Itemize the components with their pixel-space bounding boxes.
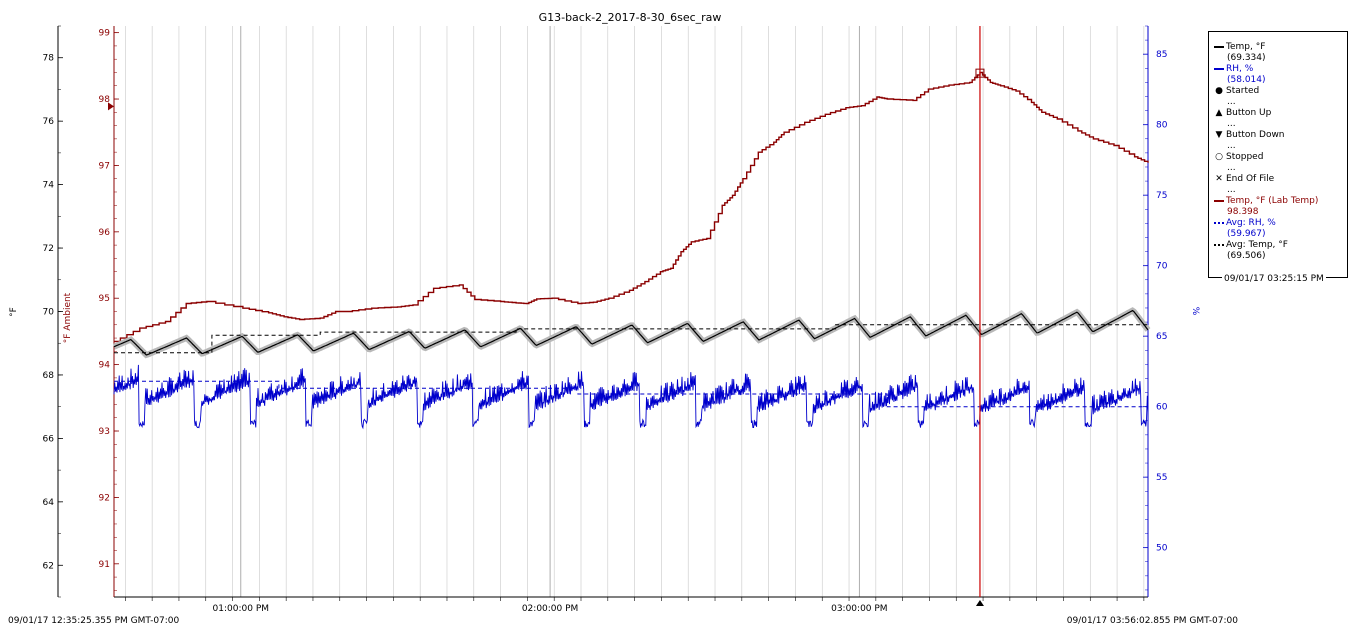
left-ambient-axis-label: °F Ambient [63, 292, 73, 343]
right-rh-tick-label: 65 [1156, 332, 1167, 342]
series [112, 26, 1151, 606]
series-temp [113, 309, 1149, 356]
legend-item-name: End Of File [1226, 174, 1275, 184]
legend-item: ● Started... [1214, 86, 1260, 107]
left-ambient-tick-label: 99 [99, 29, 111, 39]
legend-item-value: (59.967) [1227, 229, 1266, 239]
right-rh-tick-label: 75 [1156, 191, 1167, 201]
right-rh-tick-label: 70 [1156, 262, 1168, 272]
right-rh-tick-label: 80 [1156, 121, 1168, 131]
legend-item: ✕ End Of File... [1214, 174, 1275, 195]
legend-item-name: Temp, °F (Lab Temp) [1226, 196, 1319, 206]
right-rh-tick-label: 55 [1156, 473, 1167, 483]
x-end-label: 09/01/17 03:56:02.855 PM GMT-07:00 [1067, 616, 1239, 626]
legend-item-value: ... [1227, 185, 1236, 195]
legend-item-name: Stopped [1226, 152, 1264, 162]
left-temp-tick-label: 78 [43, 54, 55, 64]
legend-item-name: RH, % [1226, 64, 1254, 74]
left-ambient-tick-label: 91 [99, 560, 110, 570]
left-ambient-tick-label: 93 [99, 427, 110, 437]
legend-item-value: ... [1227, 163, 1236, 173]
x-start-label: 09/01/17 12:35:25.355 PM GMT-07:00 [8, 616, 180, 626]
left-temp-tick-label: 66 [43, 434, 55, 444]
series-temp-halo [112, 307, 1151, 359]
legend-marker-icon: ▼ [1215, 130, 1223, 140]
left-temp-tick-label: 72 [43, 244, 54, 254]
legend-item-name: Button Down [1226, 130, 1285, 140]
legend-item-value: ... [1227, 97, 1236, 107]
legend-marker-icon: ✕ [1215, 174, 1223, 184]
series-rh [113, 364, 1149, 430]
right-rh-tick-label: 50 [1156, 544, 1168, 554]
cursor-marker [975, 68, 985, 78]
left-ambient-tick-label: 94 [99, 361, 111, 371]
legend-item-value: 98.398 [1227, 207, 1259, 217]
legend-item-name: Avg: Temp, °F [1226, 240, 1288, 250]
avg-temp-line [114, 324, 1148, 354]
right-rh-tick-label: 85 [1156, 50, 1167, 60]
legend-item: Avg: Temp, °F (69.506) [1214, 240, 1288, 261]
series-lab-temp [114, 71, 1149, 343]
legend-item-value: ... [1227, 119, 1236, 129]
chart-title: G13-back-2_2017-8-30_6sec_raw [539, 11, 722, 24]
grid [125, 26, 1145, 597]
left-ambient-tick-label: 98 [99, 95, 111, 105]
left-temp-tick-label: 74 [43, 181, 55, 191]
left-ambient-tick-label: 95 [99, 294, 110, 304]
legend-item: ○ Stopped... [1214, 152, 1264, 173]
legend: 09/01/17 03:25:15 PM Temp, °F (69.334) RH,… [1208, 31, 1348, 284]
legend-marker-icon: ○ [1215, 152, 1223, 162]
legend-item-value: (58.014) [1227, 75, 1266, 85]
legend-dash-icon [1214, 221, 1224, 224]
legend-item: Avg: RH, % (59.967) [1214, 218, 1276, 239]
legend-item-name: Button Up [1226, 108, 1272, 118]
legend-item-value: ... [1227, 141, 1236, 151]
left-temp-tick-label: 76 [43, 117, 55, 127]
legend-dash-icon [1214, 243, 1224, 246]
left-ambient-tick-label: 96 [99, 228, 111, 238]
button-up-marker [975, 600, 984, 606]
legend-item-value: (69.506) [1227, 251, 1266, 261]
legend-item: ▲ Button Up... [1214, 108, 1272, 129]
legend-item-value: (69.334) [1227, 53, 1266, 63]
legend-marker-icon: ▲ [1215, 108, 1223, 118]
legend-item: Temp, °F (69.334) [1214, 42, 1266, 63]
legend-item-name: Started [1226, 86, 1260, 96]
x-tick-label: 03:00:00 PM [831, 604, 887, 614]
x-tick-label: 01:00:00 PM [213, 604, 269, 614]
legend-item: ▼ Button Down... [1214, 130, 1285, 151]
x-tick-label: 02:00:00 PM [522, 604, 578, 614]
axes: 01:00:00 PM 02:00:00 PM 03:00:00 PM 62 64 66 6… [43, 25, 1168, 614]
legend-line-icon [1214, 67, 1224, 70]
right-rh-axis-label: % [1190, 307, 1200, 316]
legend-item: Temp, °F (Lab Temp) 98.398 [1214, 196, 1319, 217]
left-temp-axis-label: °F [9, 307, 19, 317]
left-temp-tick-label: 68 [43, 371, 55, 381]
legend-line-icon [1214, 199, 1224, 202]
left-temp-tick-label: 64 [43, 498, 55, 508]
ambient-marker [108, 102, 114, 111]
left-temp-tick-label: 62 [43, 561, 54, 571]
left-ambient-tick-label: 97 [99, 161, 110, 171]
legend-line-icon [1214, 45, 1224, 48]
left-temp-tick-label: 70 [43, 308, 55, 318]
left-ambient-tick-label: 92 [99, 493, 110, 503]
legend-item-name: Avg: RH, % [1226, 218, 1276, 228]
right-rh-tick-label: 60 [1156, 403, 1168, 413]
legend-item-name: Temp, °F [1226, 42, 1266, 52]
legend-marker-icon: ● [1215, 86, 1223, 96]
legend-timestamp: 09/01/17 03:25:15 PM [1222, 274, 1326, 284]
legend-item: RH, % (58.014) [1214, 64, 1266, 85]
